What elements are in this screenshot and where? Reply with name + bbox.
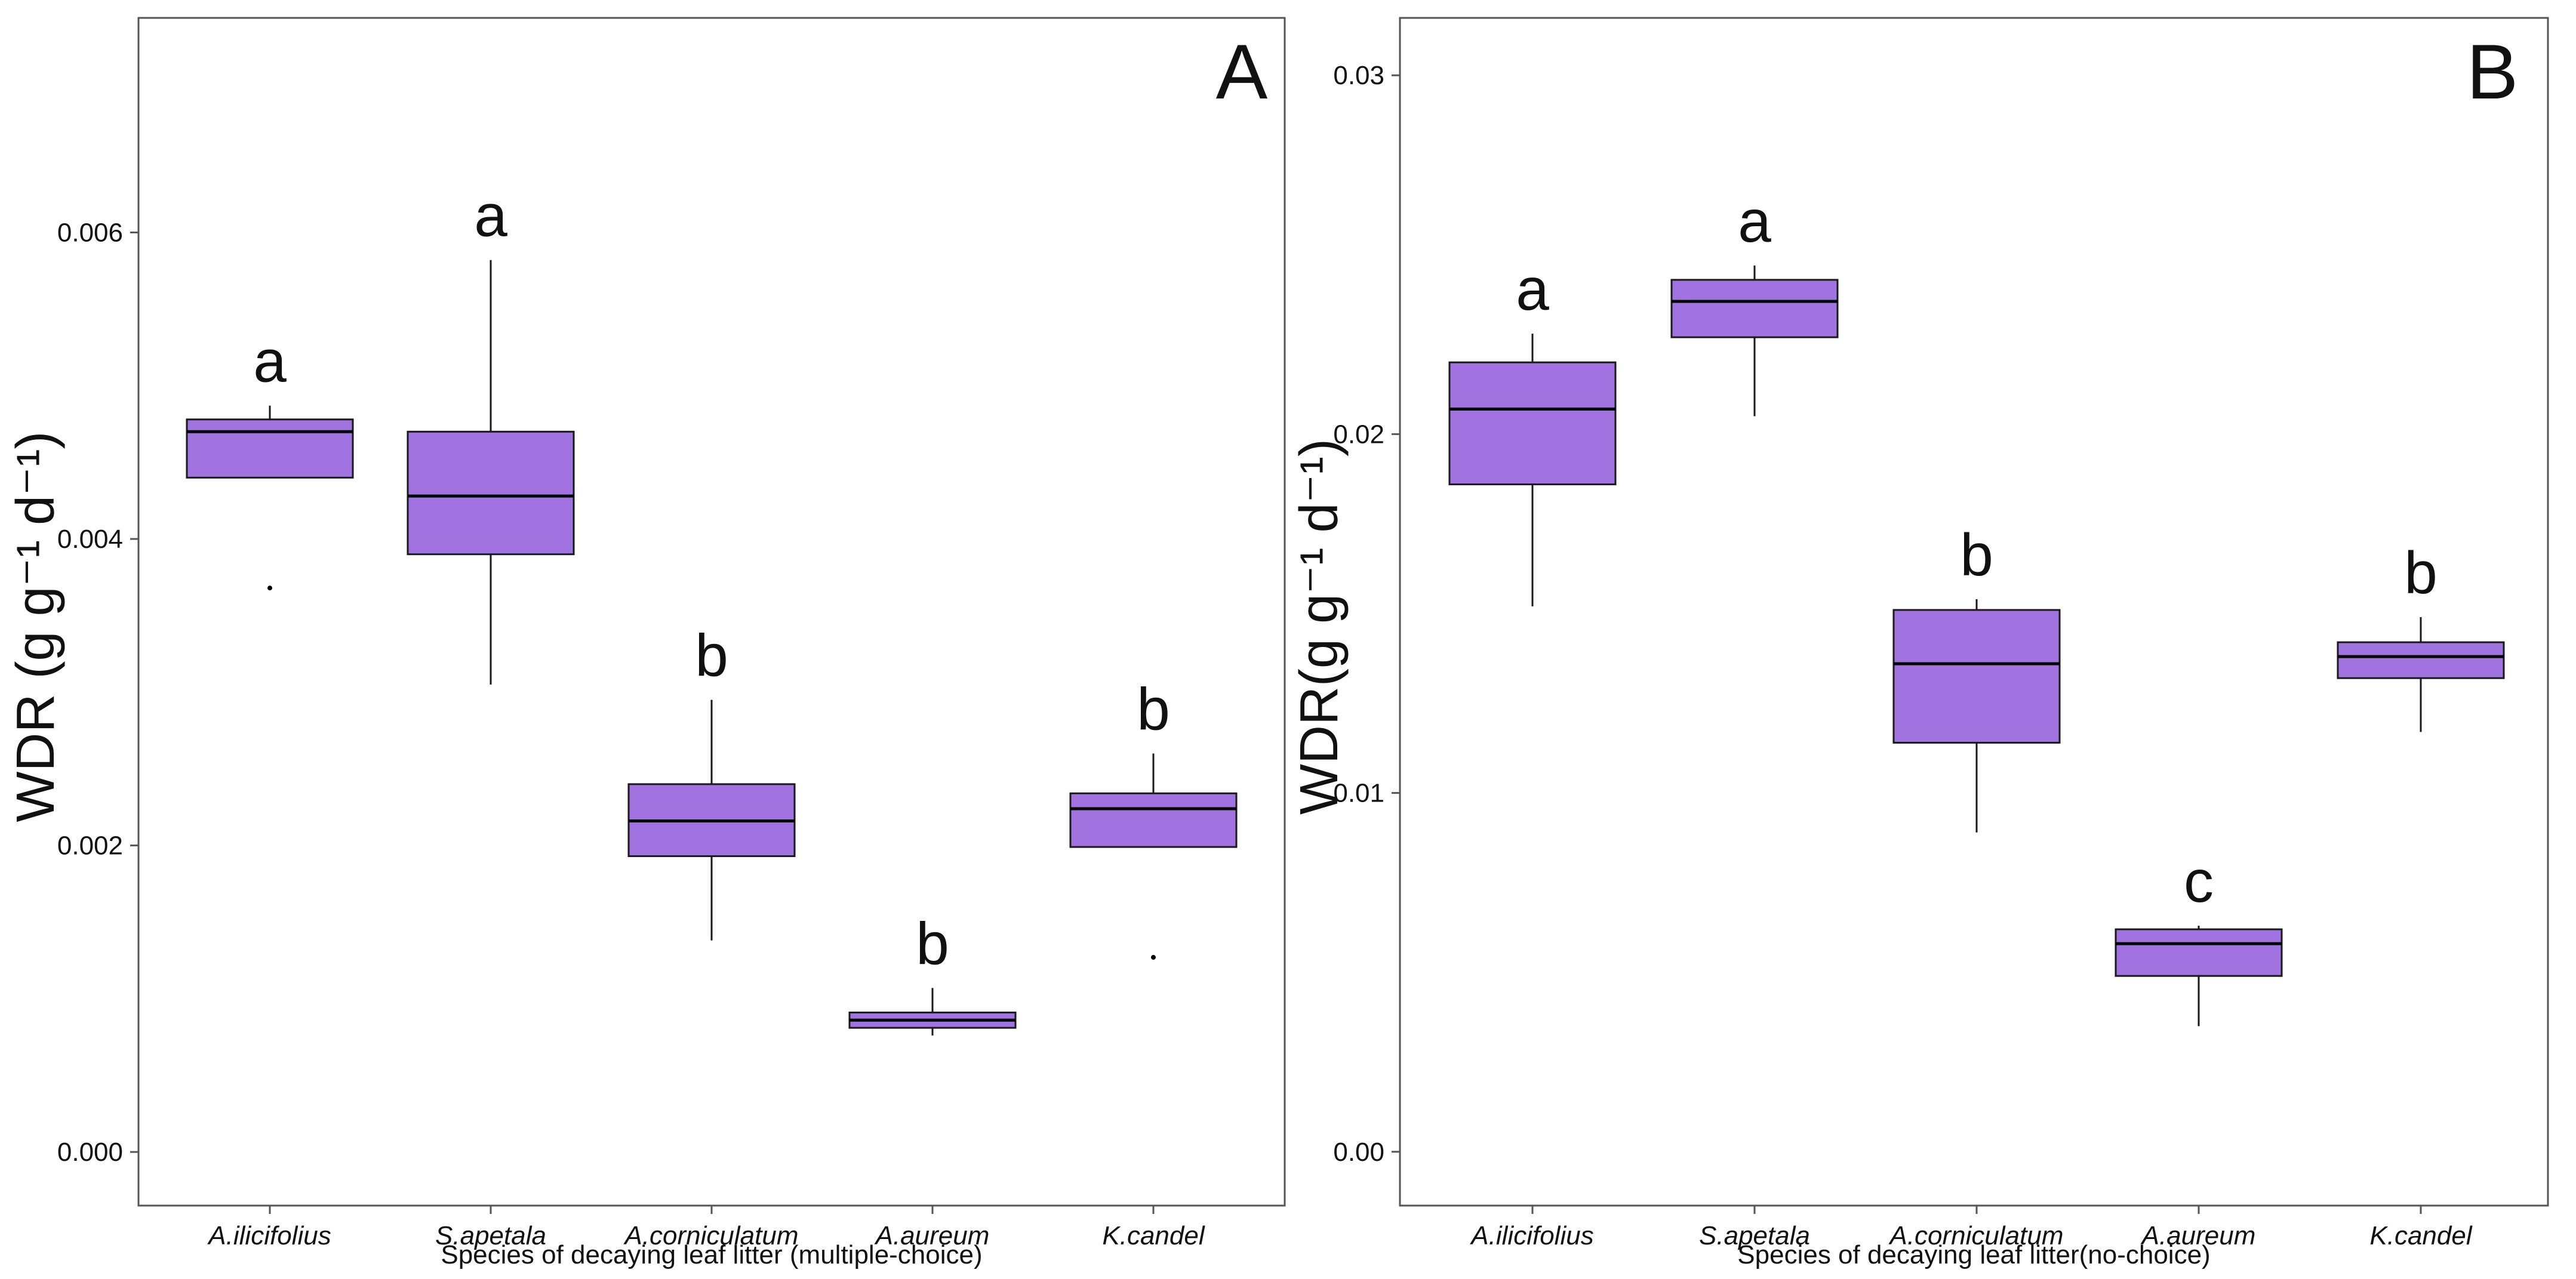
category-label: A.ilicifolius (1469, 1221, 1593, 1250)
category-label: A.ilicifolius (207, 1221, 331, 1250)
category-label: K.candel (2369, 1221, 2472, 1250)
panel-a-border (137, 17, 1286, 1207)
significance-letter: b (2404, 540, 2437, 606)
significance-letter: a (1516, 256, 1549, 323)
outlier-point (1151, 955, 1156, 960)
y-tick-label: 0.03 (1333, 61, 1384, 90)
x-axis-label: Species of decaying leaf litter(no-choic… (1737, 1240, 2210, 1269)
category-label: S.apetala (435, 1221, 546, 1250)
category-label: K.candel (1102, 1221, 1205, 1250)
y-axis-label: WDR (g g⁻¹ d⁻¹) (6, 431, 66, 822)
y-tick-label: 0.01 (1333, 779, 1384, 808)
box (1892, 609, 2061, 744)
y-tick-label: 0.006 (57, 218, 123, 247)
significance-letter: b (1137, 676, 1170, 743)
x-axis-label: Species of decaying leaf litter (multipl… (441, 1240, 982, 1269)
panel-b-border (1399, 17, 2549, 1207)
panel-label: A (1216, 28, 1268, 115)
panel-a: 0.000 0.002 0.004 0.006 A.ilicifolius a S.apet… (6, 17, 1286, 1269)
outlier-point (267, 585, 272, 591)
panel-b: 0.00 0.01 0.02 0.03 A.ilicifolius a S.apetala a… (1289, 17, 2549, 1269)
significance-letter: a (474, 183, 507, 249)
y-tick-label: 0.002 (57, 831, 123, 861)
significance-letter: c (2184, 848, 2214, 915)
category-label: S.apetala (1699, 1221, 1810, 1250)
significance-letter: b (1960, 522, 1993, 588)
y-tick-label: 0.000 (57, 1138, 123, 1167)
y-tick-label: 0.004 (57, 525, 123, 554)
category-label: A.aureum (874, 1221, 990, 1250)
significance-letter: b (916, 910, 949, 977)
box (2115, 928, 2283, 977)
category-label: A.aureum (2140, 1221, 2256, 1250)
box (1069, 792, 1238, 848)
category-label: A.corniculatum (1888, 1221, 2063, 1250)
y-tick-label: 0.00 (1333, 1138, 1384, 1167)
y-tick-label: 0.02 (1333, 420, 1384, 449)
box (1448, 361, 1617, 486)
significance-letter: a (253, 328, 287, 395)
box (2337, 641, 2505, 679)
significance-letter: b (695, 622, 728, 689)
y-axis-label: WDR(g g⁻¹ d⁻¹) (1289, 439, 1349, 815)
significance-letter: a (1738, 188, 1771, 255)
box (186, 418, 354, 479)
box (1670, 279, 1839, 338)
category-label: A.corniculatum (623, 1221, 798, 1250)
panel-label: B (2467, 28, 2519, 115)
box (407, 430, 575, 556)
